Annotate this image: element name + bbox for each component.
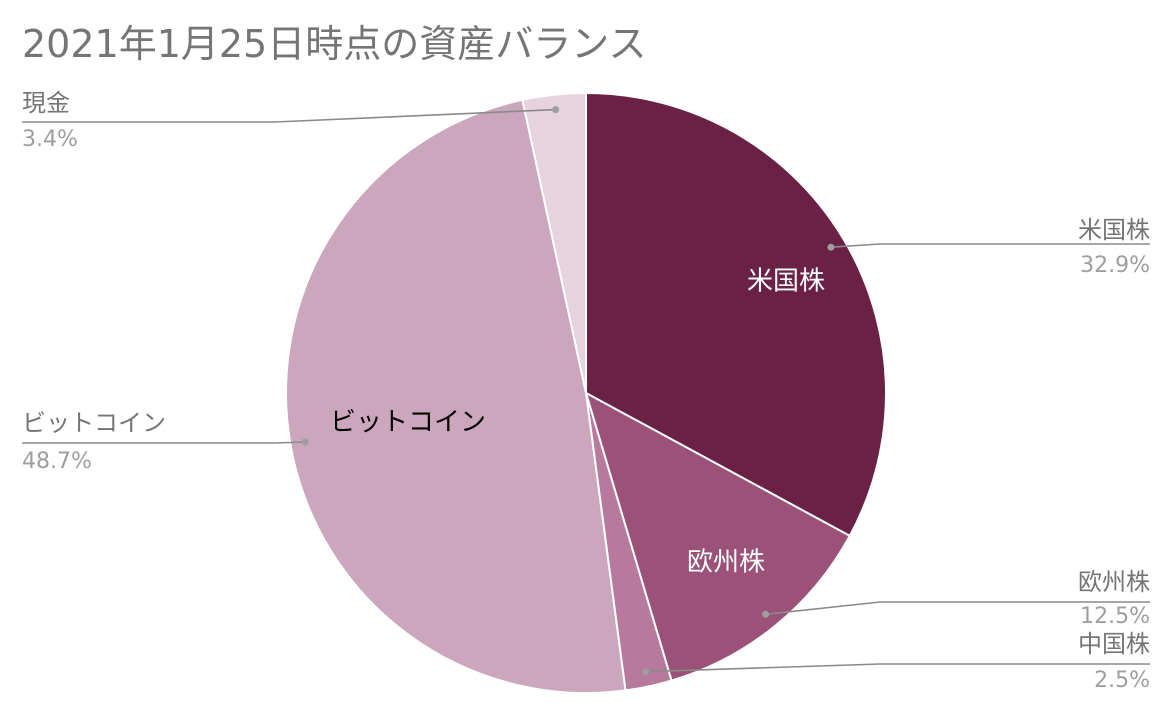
- pie-slice-3: [285, 98, 627, 694]
- outer-label-4: 現金: [22, 89, 70, 117]
- outer-percent-2: 2.5%: [1094, 668, 1150, 693]
- leader-dot-4: [552, 106, 560, 114]
- pie-slice-4: [521, 91, 587, 394]
- inner-label-0: 米国株: [747, 267, 825, 297]
- pie-slice-1: [584, 390, 852, 682]
- pie-slices: [285, 91, 887, 694]
- leader-line-3: [22, 441, 306, 444]
- leader-lines: [22, 106, 1150, 676]
- outer-percent-3: 48.7%: [22, 449, 92, 474]
- leader-dot-3: [301, 438, 309, 446]
- outer-percent-4: 3.4%: [22, 127, 78, 152]
- outer-label-3: ビットコイン: [22, 409, 166, 437]
- inner-label-1: 欧州株: [687, 548, 765, 578]
- leader-line-4: [22, 108, 556, 123]
- leader-line-0: [830, 243, 1150, 248]
- leader-dot-2: [642, 668, 649, 676]
- outer-labels: 米国株 32.9% 欧州株 12.5%中国株 2.5% ビットコイン 48.7% 現金 3.4%: [22, 89, 1150, 693]
- leader-line-1: [765, 601, 1150, 616]
- inner-label-3: ビットコイン: [330, 408, 486, 438]
- leader-line-2: [645, 663, 1150, 673]
- pie-slice-0: [585, 91, 887, 538]
- leader-dot-0: [827, 243, 835, 251]
- outer-percent-1: 12.5%: [1080, 604, 1150, 629]
- outer-label-1: 欧州株: [1078, 568, 1150, 596]
- outer-label-0: 米国株: [1078, 216, 1150, 244]
- leader-dot-1: [762, 610, 770, 618]
- chart-title: 2021年1月25日時点の資産バランス: [22, 22, 647, 66]
- outer-label-2: 中国株: [1078, 630, 1150, 658]
- outer-percent-0: 32.9%: [1080, 253, 1150, 278]
